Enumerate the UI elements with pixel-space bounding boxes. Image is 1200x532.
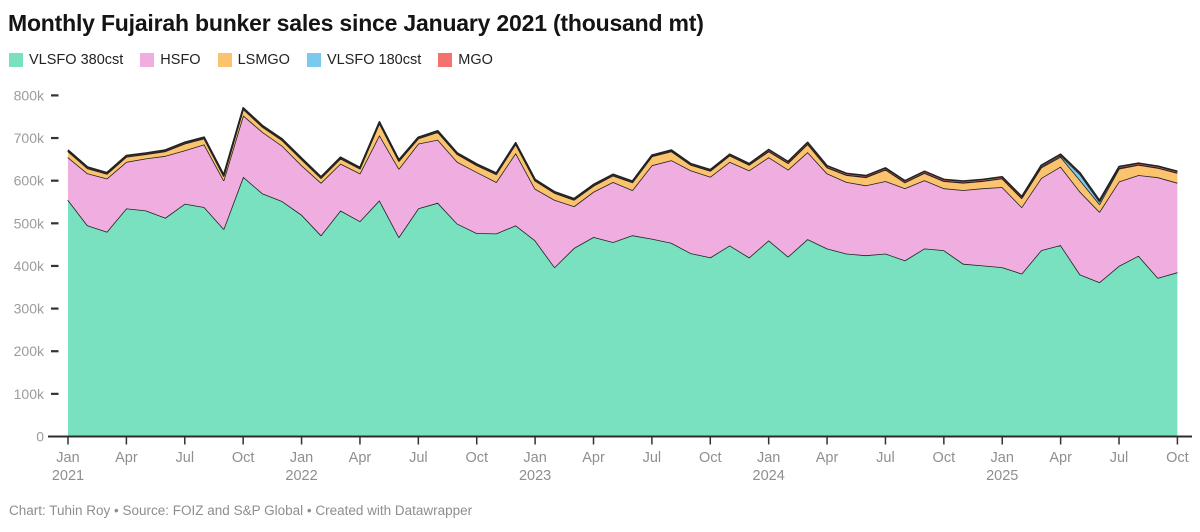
x-axis-tick — [709, 437, 712, 445]
x-axis-tick-label: Jan — [991, 450, 1014, 466]
y-axis-tick — [51, 392, 59, 395]
x-axis-tick — [592, 437, 595, 445]
x-axis-tick — [943, 437, 945, 445]
legend-label: HSFO — [160, 52, 201, 68]
x-axis-tick-label: Oct — [933, 450, 956, 466]
legend-label: VLSFO 380cst — [29, 52, 124, 68]
chart-footer: Chart: Tuhin Roy • Source: FOIZ and S&P … — [9, 503, 473, 518]
y-axis-tick-label: 100k — [14, 386, 45, 402]
x-axis-tick — [1059, 437, 1062, 445]
x-axis-year-label: 2025 — [986, 468, 1018, 484]
legend-label: VLSFO 180cst — [326, 52, 422, 68]
x-axis-tick-label: Oct — [232, 450, 255, 466]
x-axis-tick-label: Jul — [1110, 450, 1129, 466]
y-axis-tick-label: 0 — [36, 429, 44, 445]
x-axis-tick — [767, 437, 770, 445]
y-axis-tick-label: 400k — [14, 258, 45, 274]
legend-swatch-icon — [9, 53, 23, 67]
x-axis-tick — [475, 437, 478, 445]
x-axis-tick-label: Jul — [876, 450, 895, 466]
x-axis-year-label: 2021 — [52, 468, 84, 484]
y-axis-tick-label: 500k — [14, 215, 45, 231]
x-axis-tick — [1176, 437, 1179, 445]
x-axis-tick-label: Jan — [523, 450, 546, 466]
y-axis-tick-label: 700k — [14, 130, 45, 146]
x-axis-tick — [1001, 437, 1003, 445]
legend-item-hsfo: HSFO — [140, 52, 201, 68]
x-axis-tick — [534, 437, 536, 445]
x-axis-tick — [184, 437, 186, 445]
legend-item-lsmgo: LSMGO — [217, 52, 290, 68]
x-axis-tick-label: Jul — [409, 450, 428, 466]
x-axis-tick-label: Apr — [349, 450, 372, 466]
x-axis-tick — [651, 437, 653, 445]
legend-item-vlsfo-380cst: VLSFO 380cst — [9, 52, 123, 68]
y-axis-tick — [51, 264, 59, 268]
x-axis-tick — [242, 437, 244, 445]
y-axis-tick — [51, 350, 59, 353]
x-axis-tick — [125, 437, 128, 445]
y-axis-tick — [51, 307, 59, 310]
x-axis-tick-label: Apr — [115, 450, 138, 466]
x-axis-tick — [300, 437, 303, 445]
x-axis-tick — [826, 437, 828, 445]
y-axis-tick — [51, 94, 59, 97]
legend-swatch-icon — [438, 53, 453, 67]
x-axis-tick-label: Oct — [465, 450, 488, 466]
legend: VLSFO 380cst HSFO LSMGO VLSFO 180cst MGO — [9, 52, 493, 68]
y-axis-tick — [51, 136, 59, 140]
x-axis-tick — [1118, 437, 1120, 445]
x-axis-year-label: 2022 — [285, 468, 317, 484]
x-axis-tick — [67, 437, 69, 445]
y-axis-tick — [51, 179, 59, 182]
legend-swatch-icon — [217, 53, 232, 67]
area-lsmgo — [68, 109, 1178, 212]
area-vlsfo-380cst — [68, 176, 1178, 437]
y-axis-tick-label: 300k — [14, 301, 45, 317]
legend-swatch-icon — [306, 53, 321, 67]
x-axis-line — [48, 435, 1192, 438]
x-axis-tick — [359, 437, 361, 445]
legend-label: MGO — [458, 52, 493, 68]
x-axis-tick — [417, 437, 420, 445]
x-axis-tick-label: Jan — [290, 450, 313, 466]
legend-item-mgo: MGO — [438, 52, 493, 68]
y-axis-tick-label: 600k — [14, 173, 45, 189]
y-axis-tick-label: 200k — [14, 343, 45, 359]
x-axis-tick-label: Apr — [1049, 450, 1072, 466]
chart-title: Monthly Fujairah bunker sales since Janu… — [8, 10, 704, 36]
x-axis-tick-label: Oct — [699, 450, 722, 466]
legend-swatch-icon — [140, 53, 155, 67]
area-outline-mgo — [67, 107, 1178, 202]
x-axis-tick-label: Oct — [1166, 450, 1189, 466]
x-axis-year-label: 2023 — [519, 468, 551, 484]
legend-item-vlsfo-180cst: VLSFO 180cst — [306, 52, 422, 68]
area-hsfo — [68, 115, 1178, 283]
x-axis-tick-label: Jul — [643, 450, 662, 466]
y-axis-tick — [51, 222, 59, 225]
x-axis-tick-label: Jan — [56, 450, 79, 466]
y-axis-tick-label: 800k — [14, 87, 45, 103]
x-axis-tick-label: Apr — [582, 450, 605, 466]
x-axis-tick-label: Apr — [816, 450, 839, 466]
legend-label: LSMGO — [237, 52, 290, 68]
x-axis-tick-label: Jan — [757, 450, 780, 466]
x-axis-tick — [884, 437, 887, 445]
x-axis-year-label: 2024 — [753, 468, 785, 484]
x-axis-tick-label: Jul — [176, 450, 195, 466]
